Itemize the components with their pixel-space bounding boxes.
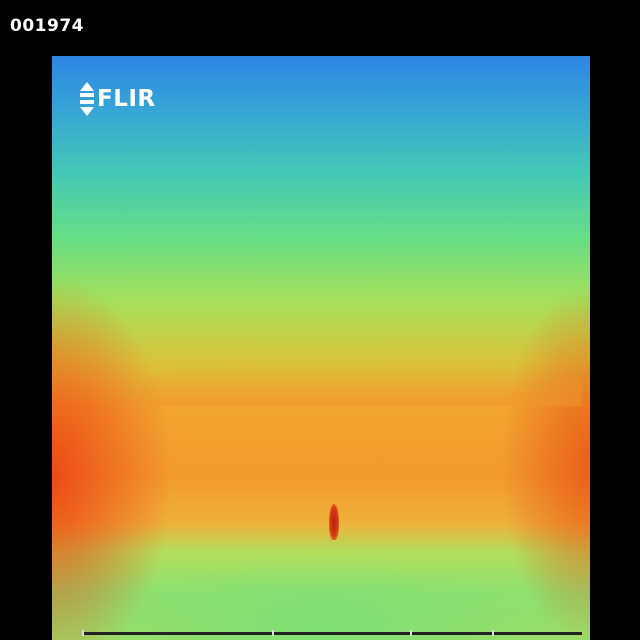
flir-logo-icon — [80, 82, 94, 116]
hot-spot-figure — [329, 504, 339, 540]
thermal-image: FLIR — [52, 56, 590, 640]
brand-watermark: FLIR — [80, 82, 156, 116]
treeline-silhouette — [142, 366, 582, 406]
brand-name: FLIR — [97, 86, 156, 112]
cool-ground-region — [52, 56, 590, 640]
scale-tick — [410, 630, 412, 636]
scale-tick — [272, 630, 274, 636]
bottom-scale-rule — [82, 632, 582, 635]
scale-tick — [492, 630, 494, 636]
frame-number: 001974 — [10, 16, 84, 36]
scale-tick — [82, 630, 84, 636]
